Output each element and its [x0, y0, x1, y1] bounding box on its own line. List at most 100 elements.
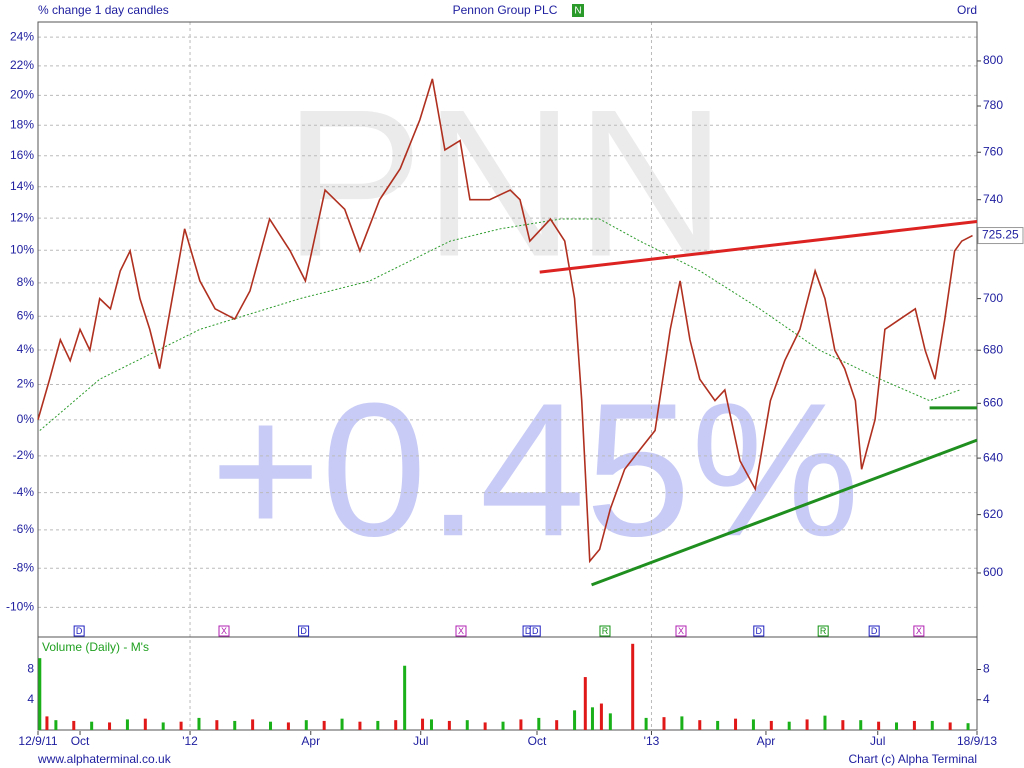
y-tick-label: 740	[983, 192, 1003, 206]
y-tick-label: 680	[983, 342, 1003, 356]
event-box	[599, 625, 611, 637]
y-tick-label: -6%	[13, 522, 35, 536]
x-tick-label: Oct	[71, 734, 90, 748]
volume-tick-label: 4	[983, 692, 990, 706]
event-label: X	[221, 626, 227, 636]
y-tick-label: 6%	[17, 308, 35, 322]
footer-right: Chart (c) Alpha Terminal	[849, 752, 978, 766]
y-tick-label: 16%	[10, 148, 34, 162]
volume-bar	[590, 707, 594, 730]
volume-bar	[38, 658, 42, 730]
last-price: 725.25	[982, 228, 1019, 242]
event-box	[73, 625, 85, 637]
volume-bar	[573, 710, 577, 730]
volume-bar	[608, 713, 612, 730]
last-price-box	[977, 227, 1024, 245]
y-tick-label: 4%	[17, 342, 35, 356]
event-label: D	[756, 626, 763, 636]
volume-bar	[519, 719, 523, 730]
price-line	[37, 78, 973, 564]
footer-left: www.alphaterminal.co.uk	[37, 752, 172, 766]
y-tick-label: 600	[983, 565, 1003, 579]
volume-bar	[537, 717, 541, 730]
change-watermark: +0.45%	[210, 364, 860, 576]
volume-label: Volume (Daily) - M's	[42, 640, 149, 654]
volume-bar	[599, 703, 603, 730]
header-left: % change 1 day candles	[38, 3, 169, 17]
volume-bar	[483, 722, 487, 730]
x-tick-label: 12/9/11	[18, 734, 57, 748]
volume-bar	[877, 721, 881, 730]
volume-bar	[376, 720, 380, 730]
volume-tick-label: 8	[983, 662, 990, 676]
volume-bar	[161, 722, 165, 730]
y-tick-label: 800	[983, 53, 1003, 67]
volume-bar	[54, 720, 58, 730]
event-box	[817, 625, 829, 637]
volume-bar	[948, 722, 952, 730]
y-tick-label: 760	[983, 144, 1003, 158]
x-tick-label: Jul	[870, 734, 885, 748]
volume-bar	[90, 721, 94, 730]
event-label: D	[525, 626, 532, 636]
y-tick-label: 660	[983, 396, 1003, 410]
volume-bar	[179, 721, 183, 730]
event-label: D	[76, 626, 83, 636]
volume-bar	[108, 722, 112, 730]
y-tick-label: -8%	[13, 560, 35, 574]
volume-bar	[859, 720, 863, 730]
volume-bar	[930, 720, 934, 730]
volume-bar	[912, 720, 916, 730]
volume-bar	[583, 677, 587, 730]
volume-bar	[662, 717, 666, 730]
volume-bar	[787, 721, 791, 730]
volume-bar	[644, 717, 648, 730]
y-tick-label: -4%	[13, 485, 35, 499]
event-box	[913, 625, 925, 637]
volume-bar	[631, 643, 635, 730]
y-tick-label: 0%	[17, 412, 35, 426]
volume-tick-label: 4	[27, 692, 34, 706]
volume-bar	[429, 719, 433, 730]
event-box	[675, 625, 687, 637]
volume-bar	[421, 718, 425, 730]
volume-bar	[322, 720, 326, 730]
y-tick-label: 8%	[17, 275, 35, 289]
volume-bar	[394, 720, 398, 730]
volume-bar	[734, 718, 738, 730]
y-tick-label: 18%	[10, 117, 34, 131]
volume-tick-label: 8	[27, 662, 34, 676]
y-tick-label: 22%	[10, 58, 34, 72]
volume-bar	[841, 720, 845, 730]
volume-bar	[340, 718, 344, 730]
volume-bar	[501, 721, 505, 730]
event-label: X	[678, 626, 684, 636]
y-tick-label: 2%	[17, 377, 35, 391]
y-tick-label: 780	[983, 98, 1003, 112]
badge	[572, 4, 584, 17]
header-right: Ord	[957, 3, 977, 17]
y-tick-label: -10%	[6, 600, 34, 614]
badge-text: N	[574, 6, 581, 17]
event-box	[753, 625, 765, 637]
volume-bar	[197, 717, 201, 730]
y-tick-label: 640	[983, 450, 1003, 464]
event-label: X	[916, 626, 922, 636]
y-tick-label: 700	[983, 291, 1003, 305]
trendline	[591, 438, 978, 587]
x-tick-label: Apr	[301, 734, 320, 748]
volume-bar	[233, 720, 237, 730]
volume-bar	[304, 720, 308, 730]
volume-bar	[269, 721, 273, 730]
event-label: D	[300, 626, 307, 636]
y-tick-label: 620	[983, 507, 1003, 521]
y-tick-label: 20%	[10, 87, 34, 101]
volume-bar	[125, 719, 129, 730]
volume-bar	[769, 720, 773, 730]
volume-bar	[45, 716, 49, 730]
event-box	[298, 625, 310, 637]
volume-bar	[716, 720, 720, 730]
y-tick-label: 24%	[10, 29, 34, 43]
volume-bar	[751, 719, 755, 730]
